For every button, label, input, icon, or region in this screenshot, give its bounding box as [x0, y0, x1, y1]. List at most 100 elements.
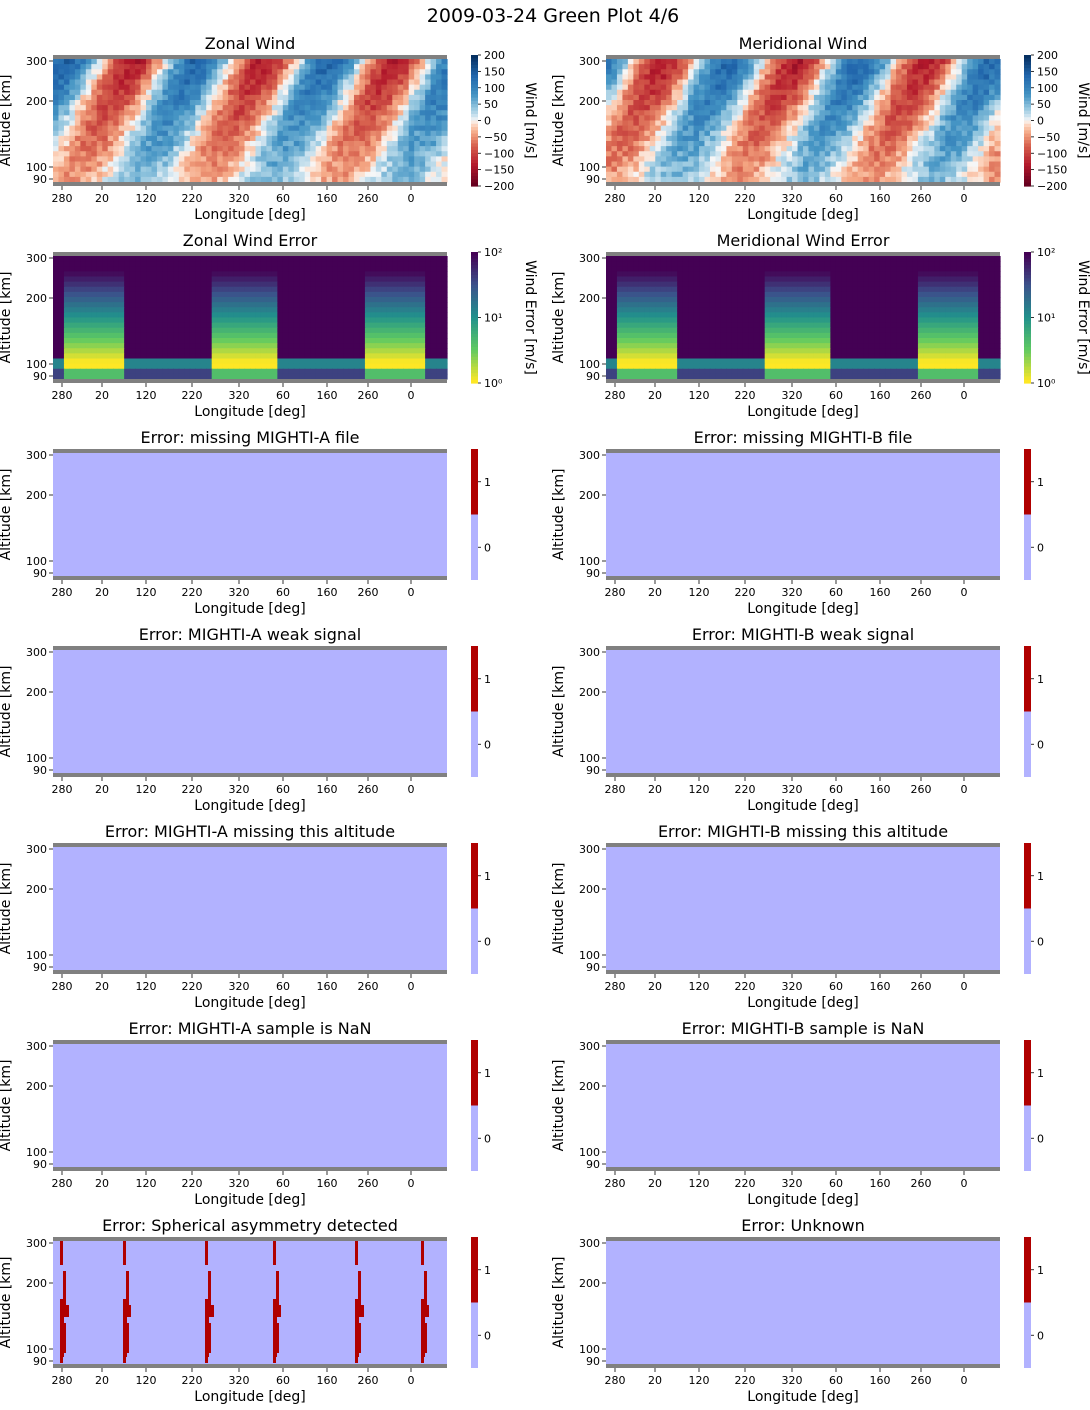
heat-cell: [53, 125, 60, 132]
heat-cell: [923, 89, 930, 96]
heat-cell: [315, 156, 322, 163]
heat-cell: [386, 115, 393, 122]
heat-cell: [85, 266, 92, 272]
heat-cell: [255, 105, 262, 111]
heat-cell: [370, 151, 377, 157]
heat-cell: [950, 100, 957, 106]
colorbar-segment: [1024, 172, 1031, 177]
heat-cell: [195, 281, 202, 288]
heat-cell: [983, 115, 990, 122]
heat-cell: [255, 343, 262, 349]
heat-cell: [441, 261, 448, 267]
heat-cell: [217, 135, 224, 142]
heat-cell: [271, 338, 278, 344]
heat-cell: [113, 146, 120, 152]
heat-cell: [397, 312, 404, 319]
heat-cell: [731, 135, 738, 142]
heat-cell: [616, 176, 624, 183]
heat-cell: [906, 151, 914, 157]
heat-cell: [441, 297, 448, 303]
heat-cell: [912, 120, 919, 127]
heat-cell: [606, 156, 613, 163]
heat-cell: [857, 130, 864, 137]
heat-cell: [288, 327, 295, 334]
heat-cell: [731, 166, 738, 173]
heat-cell: [233, 84, 240, 91]
heat-cell: [277, 322, 284, 329]
heat-cell: [956, 74, 963, 81]
heat-cell: [737, 171, 744, 178]
heat-cell: [852, 59, 859, 65]
colorbar-tick-label: 0: [1037, 115, 1044, 128]
heat-cell: [677, 120, 684, 127]
heat-cell: [419, 115, 426, 122]
heat-cell: [310, 125, 317, 132]
heat-cell: [233, 110, 240, 116]
heat-cell: [189, 281, 196, 288]
heat-cell: [151, 343, 158, 349]
heat-cell: [288, 171, 295, 178]
heat-cell: [315, 94, 322, 101]
heat-cell: [102, 276, 109, 283]
heat-cell: [288, 332, 295, 339]
heat-cell: [430, 115, 437, 122]
heat-cell: [375, 94, 382, 101]
heat-cell: [353, 135, 361, 142]
heat-cell: [753, 130, 760, 137]
heat-cell: [775, 100, 782, 106]
heat-cell: [63, 312, 71, 319]
heat-cell: [271, 327, 278, 334]
heat-cell: [830, 156, 837, 163]
heat-cell: [271, 69, 278, 75]
heat-cell: [151, 171, 158, 178]
heat-cell: [206, 261, 213, 267]
heat-cell: [414, 302, 421, 308]
heat-cell: [222, 297, 229, 303]
heat-cell: [397, 59, 404, 65]
heat-cell: [222, 89, 229, 96]
heat-cell: [655, 156, 662, 163]
heat-cell: [206, 115, 213, 122]
heat-cell: [852, 89, 859, 96]
heat-cell: [375, 271, 382, 278]
colorbar-label: Wind [m/s]: [1075, 82, 1090, 158]
heat-cell: [200, 130, 207, 137]
heat-cell: [764, 130, 771, 137]
heat-cell: [129, 115, 136, 122]
heat-cell: [989, 120, 996, 127]
heat-cell: [63, 84, 71, 91]
heat-cell: [627, 161, 634, 168]
heat-cell: [206, 156, 213, 163]
heat-cell: [425, 141, 432, 147]
colorbar-segment: [471, 94, 478, 99]
heat-cell: [972, 110, 979, 116]
heat-cell: [353, 312, 361, 319]
heat-cell: [293, 89, 300, 96]
heat-cell: [644, 115, 651, 122]
heat-cell: [118, 59, 125, 65]
heat-cell: [392, 120, 399, 127]
heat-cell: [775, 161, 782, 168]
heat-cell: [989, 176, 996, 183]
heat-cell: [775, 79, 782, 86]
heat-cell: [896, 166, 903, 173]
heat-cell: [627, 64, 634, 70]
heat-cell: [917, 94, 924, 101]
heat-cell: [956, 151, 963, 157]
heat-cell: [792, 166, 799, 173]
heat-cell: [293, 291, 300, 298]
heat-cell: [156, 348, 164, 354]
heat-cell: [162, 110, 169, 116]
heat-cell: [879, 84, 886, 91]
heat-cell: [299, 171, 306, 178]
heat-cell: [129, 348, 136, 354]
heat-cell: [397, 161, 404, 168]
heat-cell: [124, 302, 131, 308]
heat-cell: [337, 141, 344, 147]
heat-cell: [611, 166, 618, 173]
heat-cell: [173, 332, 180, 339]
heat-cell: [162, 161, 169, 168]
heat-cell: [381, 120, 388, 127]
heat-cell: [244, 322, 251, 329]
